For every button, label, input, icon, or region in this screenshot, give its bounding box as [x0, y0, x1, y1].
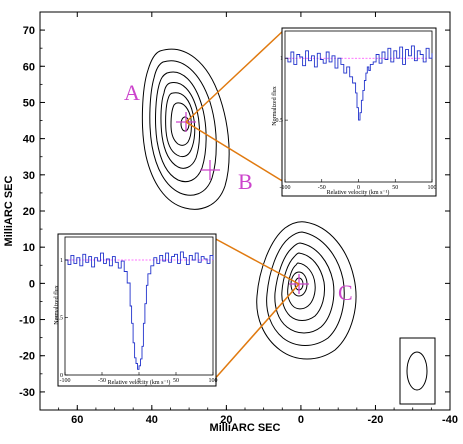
component-label-b: B — [238, 169, 253, 194]
inset-x-tick-label: 100 — [428, 185, 437, 191]
x-tick-label: -40 — [442, 414, 458, 426]
inset-x-tick-label: -50 — [98, 378, 106, 384]
inset-y-tick-label: 1 — [60, 258, 63, 264]
inset-x-tick-label: 50 — [392, 185, 398, 191]
inset-x-tick-label: 0 — [357, 185, 360, 191]
y-tick-label: -10 — [19, 315, 35, 327]
x-axis-title: MilliARC SEC — [210, 422, 281, 434]
inset-a-y-label: Normalized flux — [271, 86, 278, 126]
y-tick-label: 50 — [23, 97, 35, 109]
inset-x-tick-label: -100 — [60, 378, 71, 384]
inset-c-x-label: Relative velocity (km s⁻¹) — [108, 379, 171, 386]
contours-component-ab — [141, 48, 230, 210]
inset-x-tick-label: 50 — [173, 378, 179, 384]
y-tick-label: 0 — [29, 278, 35, 290]
axis-ticks — [39, 11, 451, 411]
inset-x-tick-label: -100 — [280, 185, 291, 191]
component-label-a: A — [124, 80, 140, 105]
spectrum-line — [65, 251, 214, 370]
x-tick-label: -20 — [368, 414, 384, 426]
y-tick-label: 30 — [23, 170, 35, 182]
y-tick-label: 70 — [23, 25, 35, 37]
y-tick-label: 10 — [23, 242, 35, 254]
inset-y-tick-label: 1 — [280, 56, 283, 62]
inset-c-y-label: Normalized flux — [53, 285, 60, 325]
inset-y-tick-label: 0.5 — [56, 316, 64, 322]
inset-x-tick-label: 100 — [209, 378, 218, 384]
inset-y-tick-label: 0 — [60, 373, 63, 379]
spectrum-line — [285, 45, 433, 121]
inset-spectrum-a: -100 -50 0 50 100 1 0.5 Relative velocity (km … — [271, 27, 437, 197]
inset-x-tick-label: 0 — [138, 378, 141, 384]
y-axis-title: MilliARC SEC — [3, 176, 15, 247]
inset-connectors — [185, 29, 300, 383]
beam-indicator — [399, 337, 436, 405]
inset-a-x-label: Relative velocity (km s⁻¹) — [327, 189, 390, 196]
y-tick-label: 40 — [23, 134, 35, 146]
x-tick-label: 20 — [220, 414, 232, 426]
y-tick-label: 60 — [23, 61, 35, 73]
inset-spectrum-c: -100 -50 0 50 100 1 0.5 0 Relative velocity (km… — [53, 233, 218, 387]
y-tick-label: 20 — [23, 206, 35, 218]
component-label-c: C — [338, 280, 353, 305]
inset-x-tick-label: -50 — [318, 185, 326, 191]
x-tick-label: 60 — [71, 414, 83, 426]
y-tick-label: -30 — [19, 387, 35, 399]
x-tick-label: 40 — [146, 414, 158, 426]
y-tick-label: -20 — [19, 351, 35, 363]
inset-y-tick-label: 0.5 — [276, 118, 284, 124]
x-tick-label: 0 — [298, 414, 304, 426]
